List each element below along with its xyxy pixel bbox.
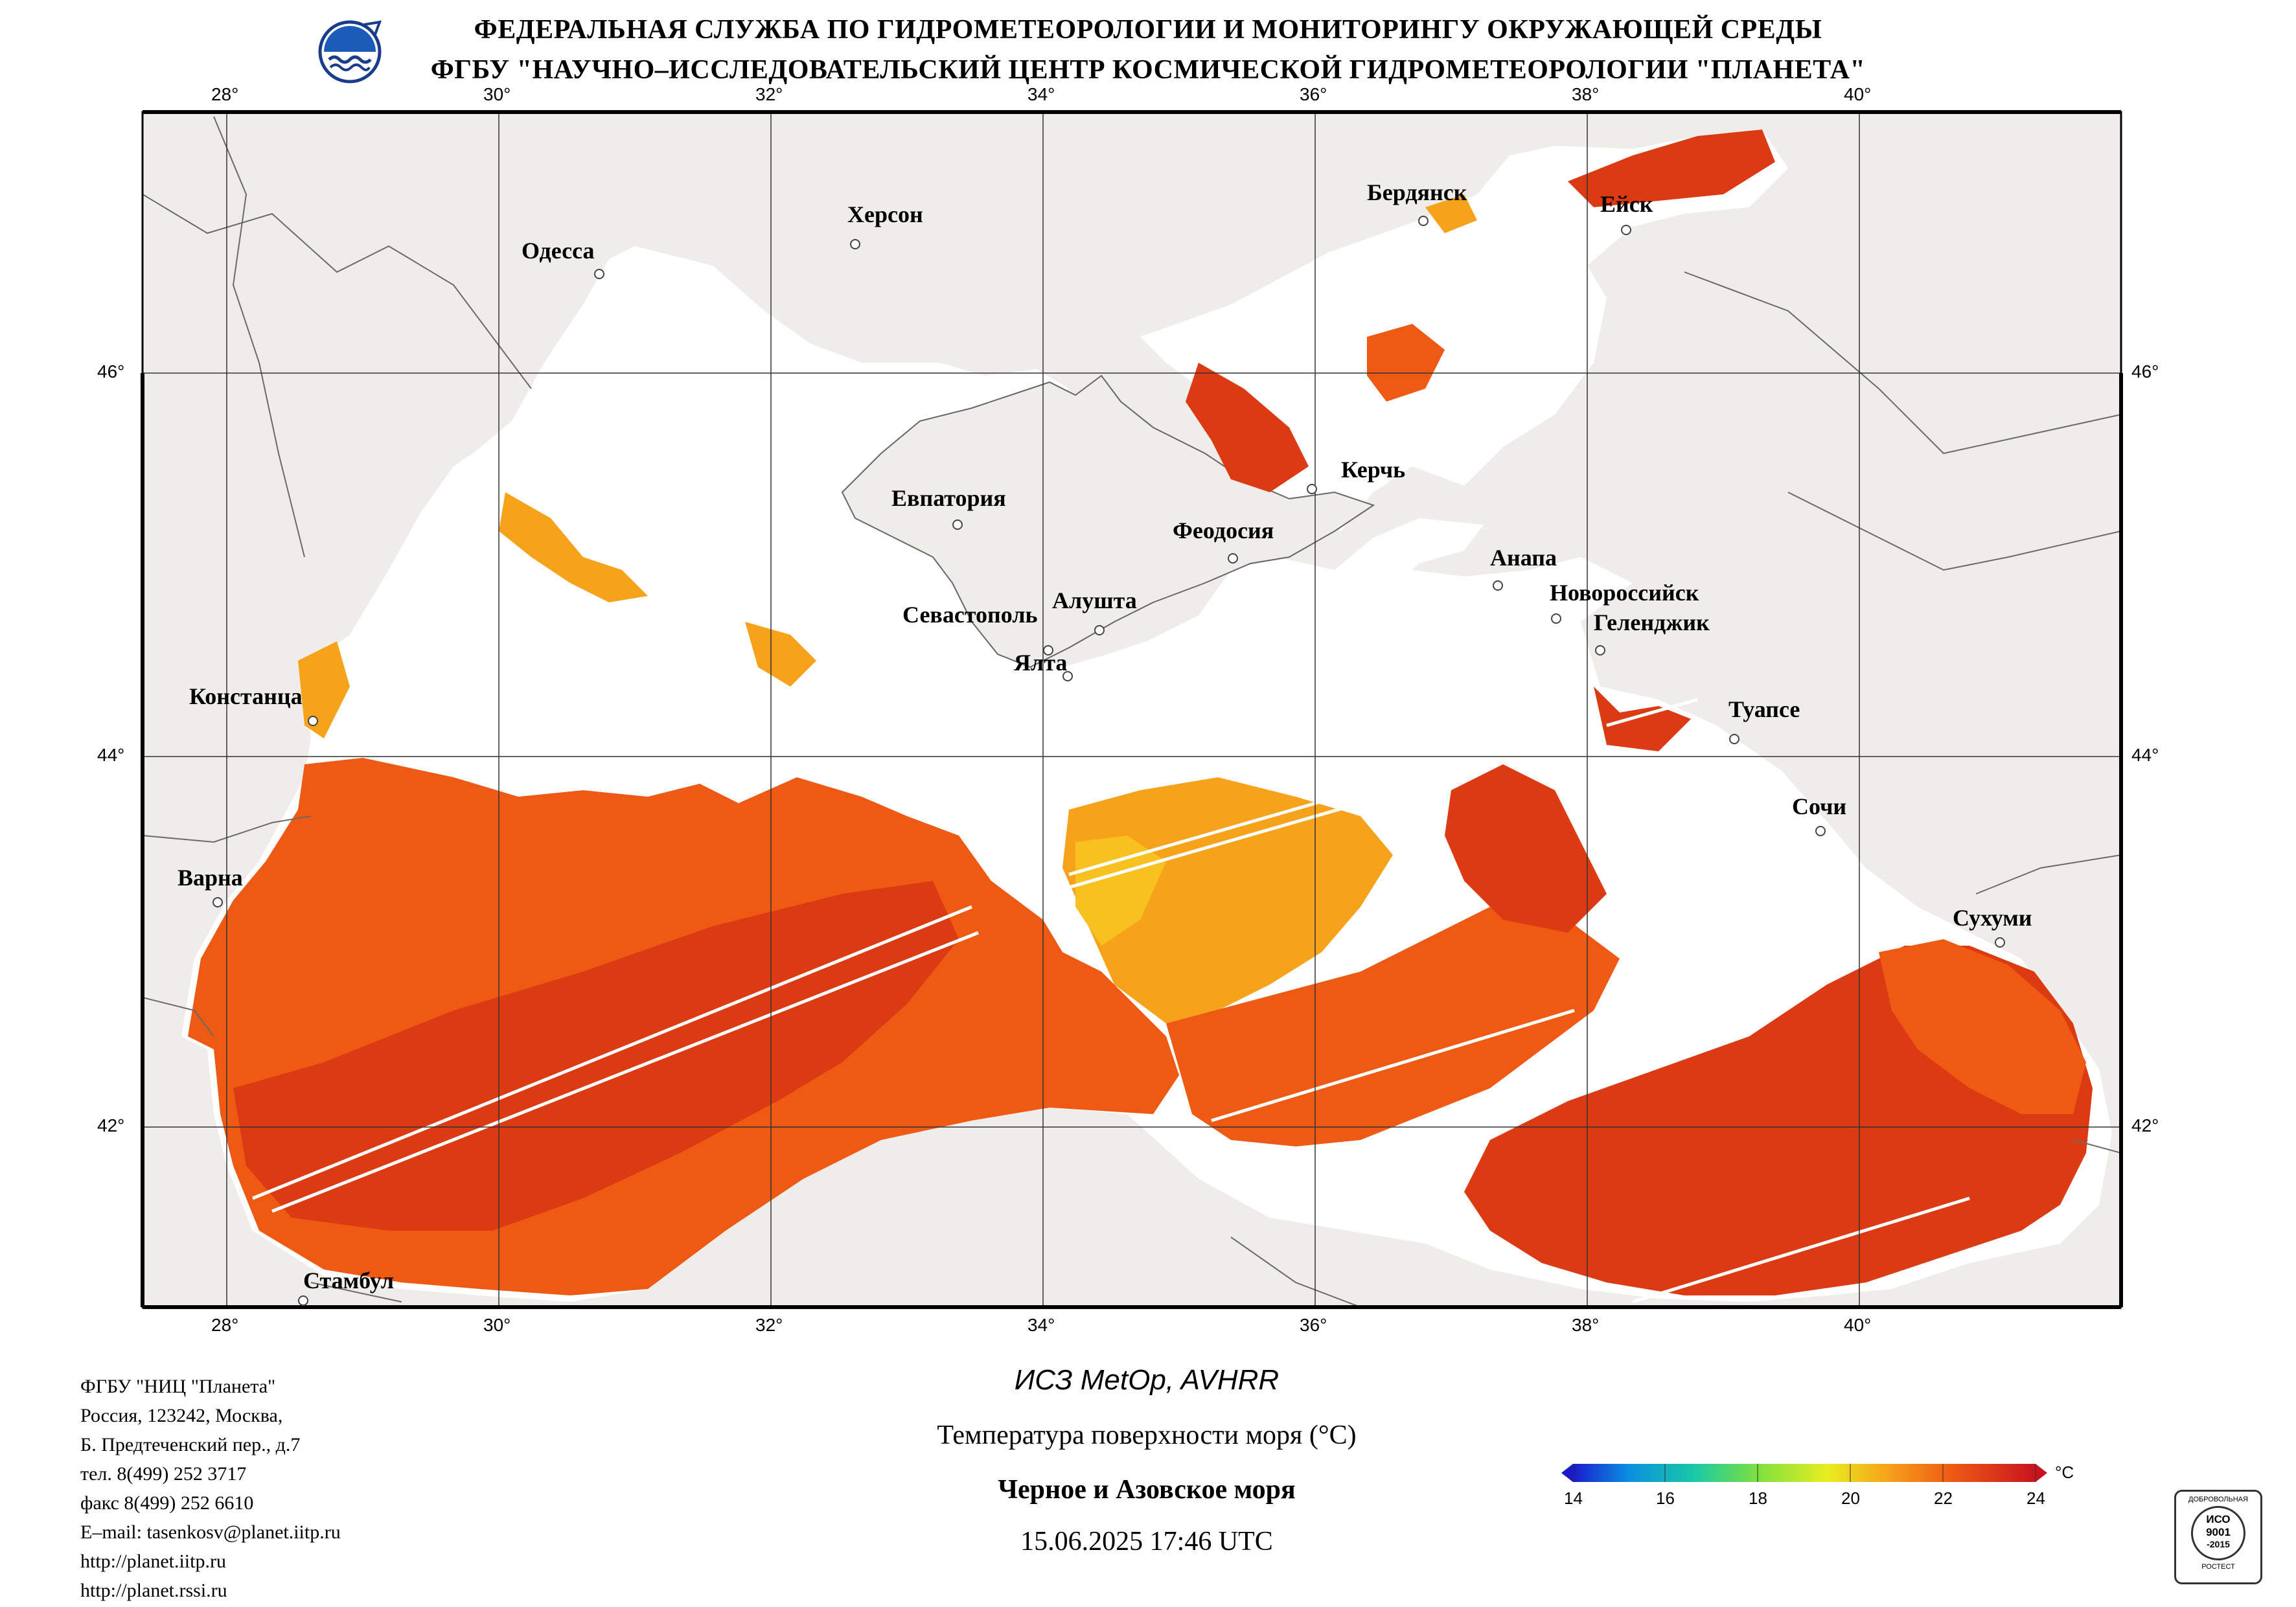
city-label: Одесса (522, 238, 595, 264)
address-line: http://planet.iitp.ru (80, 1551, 226, 1572)
iso-badge-line: 9001 (2206, 1526, 2231, 1538)
address-line: E–mail: tasenkosv@planet.iitp.ru (80, 1522, 341, 1543)
lat-label-right: 42° (2131, 1115, 2159, 1135)
iso-badge-top: ДОБРОВОЛЬНАЯ (2188, 1496, 2248, 1503)
iso-badge-line: -2015 (2207, 1539, 2230, 1549)
city-label: Констанца (189, 683, 303, 709)
address-line: Б. Предтеченский пер., д.7 (80, 1434, 301, 1455)
city-label: Бердянск (1367, 179, 1467, 205)
lat-label-right: 44° (2131, 745, 2159, 765)
region-label: Черное и Азовское моря (998, 1475, 1296, 1505)
iso-certification-badge: ДОБРОВОЛЬНАЯ ИСО 9001 -2015 РОСТЕСТ (2174, 1490, 2262, 1584)
sst-field (188, 130, 2093, 1295)
scan-gaps (252, 698, 1970, 1304)
lon-label-bottom: 32° (755, 1315, 783, 1335)
city-label: Алушта (1052, 587, 1137, 613)
graticule (143, 112, 2121, 1307)
colorbar-tick: 22 (1934, 1488, 1953, 1508)
lat-label-left: 44° (97, 745, 125, 765)
lon-label-top: 30° (483, 84, 511, 104)
address-line: факс 8(499) 252 6610 (80, 1492, 254, 1514)
lon-label-top: 36° (1300, 84, 1327, 104)
city-label: Ялта (1014, 650, 1068, 676)
lat-label-left: 42° (97, 1115, 125, 1135)
product-label: Температура поверхности моря (°C) (937, 1420, 1357, 1450)
lon-label-bottom: 28° (211, 1315, 239, 1335)
city-label: Херсон (847, 201, 923, 227)
city-markers (212, 216, 2005, 1306)
agency-logo (317, 19, 382, 84)
lon-label-top: 34° (1027, 84, 1055, 104)
city-label: Феодосия (1173, 518, 1274, 543)
lon-label-bottom: 30° (483, 1315, 511, 1335)
header-line-1: ФЕДЕРАЛЬНАЯ СЛУЖБА ПО ГИДРОМЕТЕОРОЛОГИИ … (474, 15, 1822, 45)
datetime-label: 15.06.2025 17:46 UTC (1020, 1527, 1273, 1556)
city-label: Стамбул (303, 1268, 395, 1294)
city-label: Туапсе (1728, 696, 1800, 722)
lon-label-top: 38° (1572, 84, 1600, 104)
lon-label-bottom: 34° (1027, 1315, 1055, 1335)
iso-badge-line: ИСО (2206, 1513, 2231, 1525)
city-label: Анапа (1490, 545, 1557, 571)
city-label: Новороссийск (1550, 580, 1699, 606)
city-label: Евпатория (891, 485, 1006, 511)
iso-badge-bottom: РОСТЕСТ (2201, 1563, 2235, 1571)
address-line: ФГБУ "НИЦ "Планета" (80, 1376, 276, 1397)
city-label: Сочи (1792, 793, 1847, 819)
lon-label-top: 28° (211, 84, 239, 104)
lon-label-bottom: 36° (1300, 1315, 1327, 1335)
lon-label-bottom: 40° (1844, 1315, 1872, 1335)
lon-label-bottom: 38° (1572, 1315, 1600, 1335)
colorbar-tick: 18 (1749, 1488, 1767, 1508)
address-line: http://planet.rssi.ru (80, 1580, 227, 1601)
borders (143, 116, 2121, 1307)
city-label: Керчь (1341, 457, 1406, 483)
city-label: Ейск (1600, 191, 1653, 217)
colorbar-tick: 20 (1841, 1488, 1860, 1508)
lon-label-top: 32° (755, 84, 783, 104)
colorbar-tick: 16 (1656, 1488, 1675, 1508)
city-label: Севастополь (902, 602, 1038, 628)
satellite-label: ИСЗ MetOp, AVHRR (1014, 1364, 1280, 1396)
header-line-2: ФГБУ "НАУЧНО–ИССЛЕДОВАТЕЛЬСКИЙ ЦЕНТР КОС… (430, 55, 1866, 85)
colorbar (1561, 1461, 2047, 1485)
city-label: Варна (178, 865, 243, 891)
city-label: Сухуми (1953, 905, 2032, 931)
address-line: тел. 8(499) 252 3717 (80, 1463, 247, 1485)
colorbar-tick: 24 (2026, 1488, 2045, 1508)
colorbar-tick: 14 (1564, 1488, 1583, 1508)
city-label: Геленджик (1594, 610, 1710, 635)
lat-label-right: 46° (2131, 361, 2159, 382)
lon-label-top: 40° (1844, 84, 1872, 104)
address-line: Россия, 123242, Москва, (80, 1405, 283, 1426)
address-block: ФГБУ "НИЦ "Планета" Россия, 123242, Моск… (80, 1372, 341, 1605)
colorbar-unit: °C (2055, 1463, 2074, 1482)
lat-label-left: 46° (97, 361, 125, 382)
